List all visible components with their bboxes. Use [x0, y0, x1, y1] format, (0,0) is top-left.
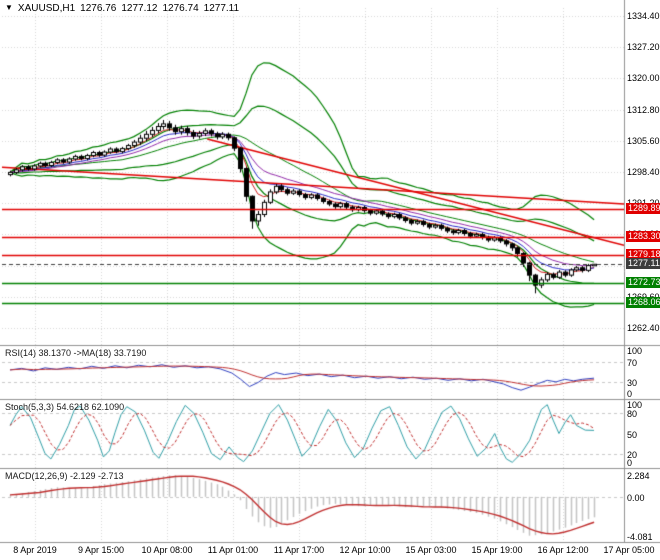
- time-label: 17 Apr 05:00: [603, 545, 655, 555]
- macd-tick: 2.284: [627, 470, 650, 481]
- rsi-tick: 30: [627, 378, 638, 389]
- time-label: 10 Apr 08:00: [141, 545, 193, 555]
- macd-label: MACD(12,26,9) -2.129 -2.713: [5, 471, 124, 481]
- chart-header: ▼ XAUUSD,H1 1276.76 1277.12 1276.74 1277.11: [5, 3, 244, 14]
- symbol-label: XAUUSD,H1: [17, 3, 76, 14]
- time-label: 9 Apr 15:00: [77, 545, 124, 555]
- stoch-tick: 100: [627, 400, 643, 410]
- price-tick: 1327.20: [627, 42, 660, 53]
- time-label: 11 Apr 01:00: [207, 545, 259, 555]
- ohlc-open: 1276.76: [80, 3, 117, 14]
- time-label: 8 Apr 2019: [13, 545, 57, 555]
- ohlc-close: 1277.11: [203, 3, 240, 14]
- macd-tick: -4.081: [627, 532, 653, 542]
- stoch-tick: 80: [627, 409, 638, 420]
- symbol-dropdown-icon[interactable]: ▼: [5, 3, 13, 12]
- time-axis[interactable]: 8 Apr 2019 9 Apr 15:00 10 Apr 08:00 11 Apr …: [0, 544, 660, 560]
- price-tick: 1298.40: [627, 166, 660, 177]
- time-label: 12 Apr 10:00: [339, 545, 391, 555]
- rsi-tick: 70: [627, 357, 638, 368]
- price-tick: 1269.60: [627, 292, 660, 302]
- price-level-badge[interactable]: 1272.73: [626, 277, 660, 289]
- rsi-tick: 0: [627, 389, 633, 399]
- ohlc-high: 1277.12: [121, 3, 158, 14]
- price-tick: 1305.60: [627, 135, 660, 146]
- price-tick: 1312.80: [627, 104, 660, 115]
- price-tick: 1262.40: [627, 322, 660, 333]
- price-level-badge[interactable]: 1268.06: [626, 297, 660, 309]
- price-tick: 1320.00: [627, 73, 660, 84]
- stoch-tick: 20: [627, 449, 638, 460]
- time-label: 15 Apr 19:00: [471, 545, 523, 555]
- price-level-badge[interactable]: 1289.89: [626, 202, 660, 214]
- price-axis-column[interactable]: 1334.40 1327.20 1320.00 1312.80 1305.60 1298.…: [626, 0, 660, 542]
- current-price-badge[interactable]: 1277.11: [626, 258, 660, 270]
- price-level-badge[interactable]: 1279.18: [626, 249, 660, 261]
- stoch-label: Stoch(5,3,3) 54.6218 62.1090: [5, 402, 125, 412]
- time-label: 11 Apr 17:00: [273, 545, 325, 555]
- stoch-tick: 50: [627, 429, 638, 440]
- price-tick: 1334.40: [627, 11, 660, 21]
- ohlc-low: 1276.74: [162, 3, 199, 14]
- stoch-tick: 0: [627, 458, 633, 468]
- time-label: 16 Apr 12:00: [537, 545, 589, 555]
- price-level-badge[interactable]: 1283.30: [626, 231, 660, 243]
- macd-tick: 0.00: [627, 492, 645, 503]
- rsi-tick: 100: [627, 346, 643, 356]
- rsi-label: RSI(14) 38.1370 ->MA(18) 33.7190: [5, 348, 147, 358]
- time-label: 15 Apr 03:00: [405, 545, 457, 555]
